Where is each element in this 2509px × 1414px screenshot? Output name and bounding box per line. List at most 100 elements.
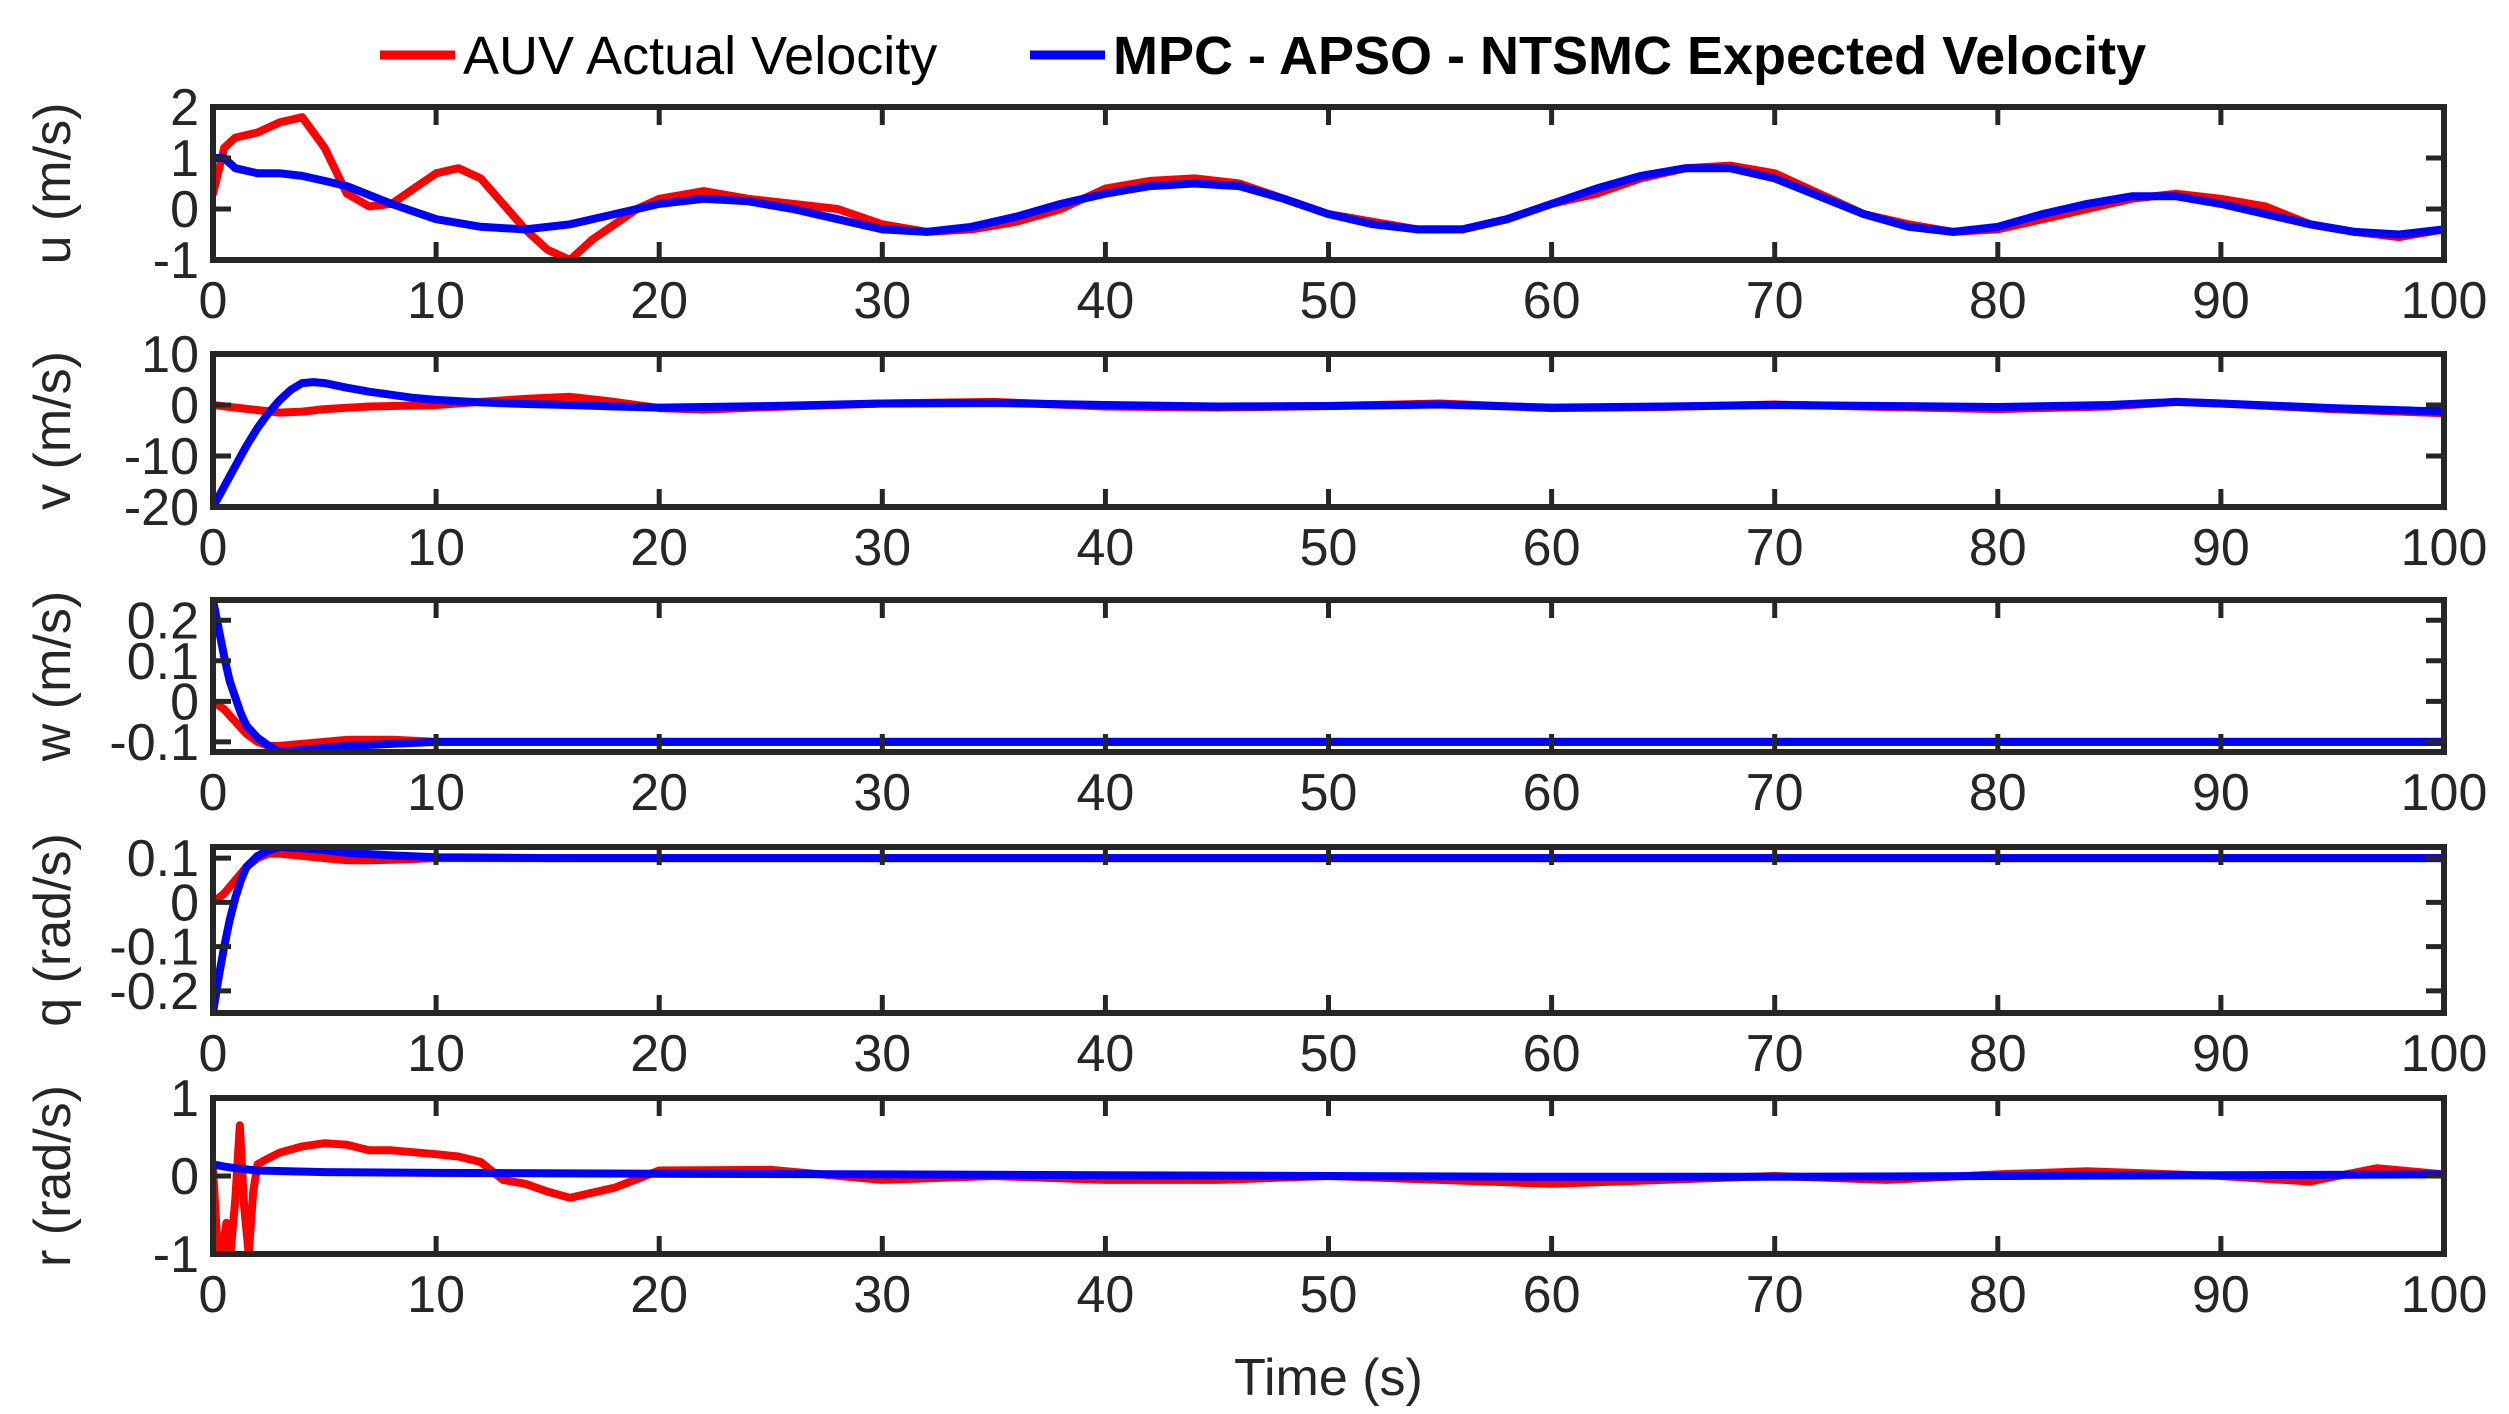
x-tick-label: 100: [2401, 519, 2488, 577]
x-tick-label: 50: [1300, 1266, 1358, 1324]
y-tick-label: -0.1: [109, 919, 199, 977]
subplot-3-ylabel: w (m/s): [24, 591, 82, 762]
x-tick-label: 60: [1523, 272, 1581, 330]
x-tick-label: 100: [2401, 764, 2488, 822]
y-tick-label: -0.2: [109, 963, 199, 1021]
x-tick-label: 0: [199, 519, 228, 577]
legend-label-expected: MPC - APSO - NTSMC Expected Velocity: [1113, 26, 2146, 86]
x-tick-label: 60: [1523, 1025, 1581, 1083]
y-tick-label: 0: [170, 1148, 199, 1206]
y-tick-label: 1: [170, 130, 199, 188]
x-tick-label: 90: [2192, 1266, 2250, 1324]
subplot-1-axes-frame: [210, 104, 2447, 263]
x-tick-label: 100: [2401, 1025, 2488, 1083]
x-tick-label: 30: [853, 519, 911, 577]
y-tick-label: 0: [170, 673, 199, 731]
y-tick-label: 0.1: [127, 830, 199, 888]
y-tick-label: 0: [170, 377, 199, 435]
x-tick-label: 30: [853, 272, 911, 330]
x-tick-label: 70: [1746, 1025, 1804, 1083]
x-tick-label: 20: [630, 1266, 688, 1324]
x-tick-label: 100: [2401, 272, 2488, 330]
y-tick-label: -10: [124, 428, 199, 486]
x-tick-label: 60: [1523, 1266, 1581, 1324]
legend-label-actual: AUV Actual Velocity: [463, 26, 937, 86]
y-tick-label: 1: [170, 1070, 199, 1128]
x-tick-label: 50: [1300, 519, 1358, 577]
x-tick-label: 30: [853, 1025, 911, 1083]
x-tick-label: 40: [1076, 1266, 1134, 1324]
x-tick-label: 0: [199, 272, 228, 330]
x-tick-label: 50: [1300, 1025, 1358, 1083]
x-tick-label: 70: [1746, 272, 1804, 330]
subplot-4: 0 10 20 30 40 50 60 70 80 90 100-0.2-0.100.1q (rad…: [24, 830, 2487, 1083]
x-tick-label: 40: [1076, 272, 1134, 330]
x-tick-label: 0: [199, 764, 228, 822]
subplot-3-axes-frame: [210, 597, 2447, 755]
x-tick-label: 30: [853, 764, 911, 822]
x-tick-label: 30: [853, 1266, 911, 1324]
x-tick-label: 90: [2192, 519, 2250, 577]
subplot-2-series-expected: [213, 378, 2444, 507]
subplot-1-series-expected: [213, 154, 2444, 239]
x-tick-label: 70: [1746, 1266, 1804, 1324]
x-tick-label: 10: [407, 272, 465, 330]
x-tick-label: 80: [1969, 1025, 2027, 1083]
subplot-1-ylabel: u (m/s): [24, 103, 82, 265]
x-tick-label: 50: [1300, 272, 1358, 330]
x-tick-label: 10: [407, 1266, 465, 1324]
x-tick-label: 90: [2192, 272, 2250, 330]
y-tick-label: 2: [170, 79, 199, 137]
x-tick-label: 60: [1523, 519, 1581, 577]
x-tick-label: 70: [1746, 519, 1804, 577]
y-tick-label: 0.2: [127, 592, 199, 650]
x-tick-label: 80: [1969, 764, 2027, 822]
x-tick-label: 20: [630, 764, 688, 822]
subplot-1-series-actual: [213, 113, 2444, 260]
legend: AUV Actual Velocity MPC - APSO - NTSMC Ex…: [380, 26, 2146, 86]
x-tick-label: 10: [407, 519, 465, 577]
subplot-4-ylabel: q (rad/s): [24, 833, 82, 1027]
subplot-4-series-expected: [213, 847, 2444, 1013]
x-tick-label: 90: [2192, 1025, 2250, 1083]
x-tick-label: 0: [199, 1266, 228, 1324]
x-tick-label: 80: [1969, 272, 2027, 330]
x-tick-label: 0: [199, 1025, 228, 1083]
subplot-3-series-expected: [213, 600, 2444, 752]
y-tick-label: 0: [170, 874, 199, 932]
x-tick-label: 60: [1523, 764, 1581, 822]
y-tick-label: 0: [170, 181, 199, 239]
y-tick-label: -1: [153, 232, 199, 290]
y-tick-label: -0.1: [109, 714, 199, 772]
x-tick-label: 40: [1076, 1025, 1134, 1083]
x-tick-label: 80: [1969, 519, 2027, 577]
subplot-5-series-expected: [213, 1160, 2444, 1181]
y-tick-label: 0.1: [127, 633, 199, 691]
x-tick-label: 10: [407, 764, 465, 822]
x-tick-label: 40: [1076, 519, 1134, 577]
subplot-5-ylabel: r (rad/s): [24, 1085, 82, 1267]
y-tick-label: 10: [141, 326, 199, 384]
x-tick-label: 50: [1300, 764, 1358, 822]
x-tick-label: 80: [1969, 1266, 2027, 1324]
x-tick-label: 20: [630, 272, 688, 330]
x-tick-label: 100: [2401, 1266, 2488, 1324]
y-tick-label: -1: [153, 1226, 199, 1284]
subplot-5-series-actual: [213, 1121, 2444, 1254]
x-tick-label: 10: [407, 1025, 465, 1083]
x-tick-label: 40: [1076, 764, 1134, 822]
x-tick-label: 20: [630, 519, 688, 577]
y-tick-label: -20: [124, 479, 199, 537]
subplot-4-axes-frame: [210, 844, 2447, 1016]
subplot-2-axes-frame: [210, 351, 2447, 510]
x-tick-label: 70: [1746, 764, 1804, 822]
x-axis-title: Time (s): [1234, 1349, 1423, 1407]
subplot-2-ylabel: v (m/s): [24, 351, 82, 510]
x-tick-label: 20: [630, 1025, 688, 1083]
subplot-3: 0 10 20 30 40 50 60 70 80 90 100-0.100.10.2w (m/s): [24, 591, 2487, 822]
x-tick-label: 90: [2192, 764, 2250, 822]
